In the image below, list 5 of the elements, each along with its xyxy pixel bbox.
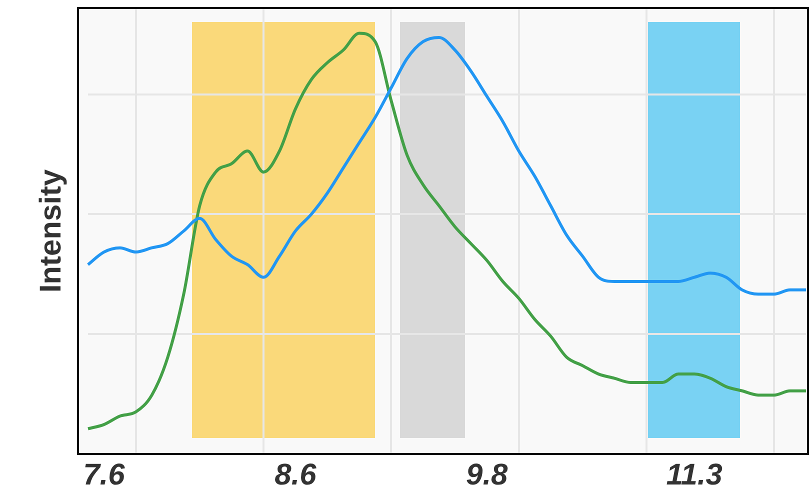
x-tick-label: 8.6 xyxy=(274,458,317,492)
x-tick-label: 7.6 xyxy=(83,458,126,492)
x-tick-label: 11.3 xyxy=(666,458,723,492)
x-tick-label: 9.8 xyxy=(466,458,508,492)
y-axis-title: Intensity xyxy=(34,169,68,293)
